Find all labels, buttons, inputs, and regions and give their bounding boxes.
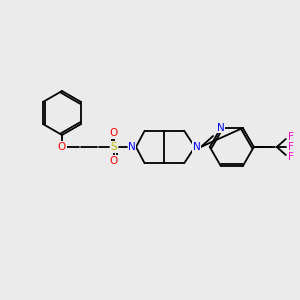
Text: O: O — [58, 142, 66, 152]
Text: N: N — [217, 123, 225, 133]
Text: F: F — [288, 132, 294, 142]
Text: O: O — [110, 128, 118, 138]
Text: O: O — [110, 156, 118, 166]
Text: F: F — [288, 142, 294, 152]
Text: F: F — [288, 152, 294, 162]
Text: N: N — [128, 142, 136, 152]
Text: S: S — [111, 142, 117, 152]
Text: N: N — [193, 142, 201, 152]
